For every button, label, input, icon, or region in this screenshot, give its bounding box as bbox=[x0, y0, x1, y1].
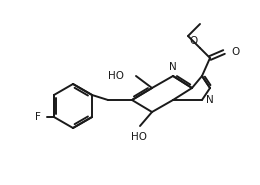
Text: HO: HO bbox=[131, 132, 147, 142]
Text: N: N bbox=[169, 62, 177, 72]
Text: F: F bbox=[35, 112, 41, 122]
Text: N: N bbox=[206, 95, 214, 105]
Text: O: O bbox=[190, 36, 198, 46]
Text: HO: HO bbox=[108, 71, 124, 81]
Text: O: O bbox=[231, 47, 239, 57]
